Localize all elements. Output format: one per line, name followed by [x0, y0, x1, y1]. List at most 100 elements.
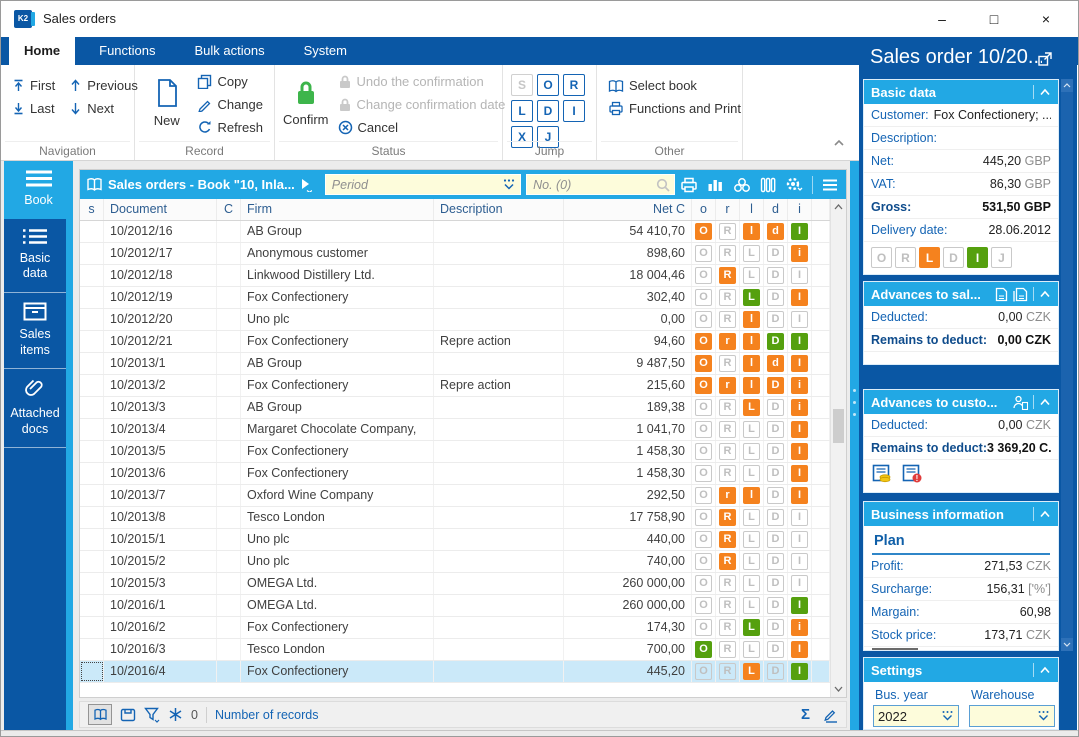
section-header-basic-data[interactable]: Basic data [864, 80, 1058, 104]
column-header-d[interactable]: d [764, 199, 788, 220]
documents-icon[interactable] [1013, 287, 1028, 302]
table-row[interactable]: 10/2012/21 Fox Confectionery Repre action 9… [80, 331, 846, 353]
section-header-business-information[interactable]: Business information [864, 502, 1058, 526]
next-button[interactable]: Next [66, 97, 141, 120]
table-row[interactable]: 10/2012/19 Fox Confectionery 302,40 O R L D I [80, 287, 846, 309]
status-badge-l[interactable]: L [919, 247, 940, 268]
panel-splitter[interactable] [850, 161, 859, 732]
column-header-document[interactable]: Document [104, 199, 217, 220]
column-header-description[interactable]: Description [434, 199, 564, 220]
table-row[interactable]: 10/2016/1 OMEGA Ltd. 260 000,00 O R L D I [80, 595, 846, 617]
columns-icon[interactable] [760, 177, 776, 193]
scroll-up-icon[interactable] [1061, 79, 1073, 92]
first-button[interactable]: First [9, 74, 58, 97]
column-header-firm[interactable]: Firm [241, 199, 434, 220]
collapse-icon[interactable] [1039, 398, 1051, 406]
settings-gear-icon[interactable] [785, 177, 803, 193]
change-confirmation-date-button[interactable]: Change confirmation date [335, 93, 509, 116]
confirm-button[interactable]: Confirm [283, 70, 329, 136]
print-icon[interactable] [680, 177, 698, 193]
change-button[interactable]: Change [194, 93, 266, 116]
jump-l-button[interactable]: L [511, 100, 533, 122]
collapse-icon[interactable] [1039, 290, 1051, 298]
table-row[interactable]: 10/2012/18 Linkwood Distillery Ltd. 18 004… [80, 265, 846, 287]
advance-money-icon[interactable] [872, 464, 894, 484]
warehouse-select[interactable] [969, 705, 1055, 727]
ribbon-collapse-button[interactable] [833, 134, 845, 152]
table-row[interactable]: 10/2013/4 Margaret Chocolate Company, 1 04… [80, 419, 846, 441]
jump-r-button[interactable]: R [563, 74, 585, 96]
status-badge-r[interactable]: R [895, 247, 916, 268]
jump-i-button[interactable]: I [563, 100, 585, 122]
jump-o-button[interactable]: O [537, 74, 559, 96]
status-badge-o[interactable]: O [871, 247, 892, 268]
freeze-icon[interactable] [168, 707, 183, 722]
sidebar-item-book[interactable]: Book [4, 161, 73, 219]
column-header-l[interactable]: l [740, 199, 764, 220]
period-input[interactable] [325, 175, 521, 194]
maximize-button[interactable]: □ [989, 11, 999, 27]
edit-icon[interactable] [822, 707, 838, 723]
tab-system[interactable]: System [303, 43, 347, 58]
sidebar-item-basic-data[interactable]: Basic data [4, 219, 66, 293]
jump-j-button[interactable]: J [537, 126, 559, 148]
close-button[interactable]: × [1041, 11, 1051, 27]
table-row[interactable]: 10/2016/4 Fox Confectionery 445,20 O R L D I [80, 661, 846, 683]
functions-and-print-button[interactable]: Functions and Print [605, 97, 741, 120]
table-row[interactable]: 10/2015/2 Uno plc 740,00 O R L D I [80, 551, 846, 573]
table-row[interactable]: 10/2013/8 Tesco London 17 758,90 O R L D I [80, 507, 846, 529]
scroll-down-icon[interactable] [1061, 638, 1073, 651]
bus-year-select[interactable]: 2022 [873, 705, 959, 727]
jump-d-button[interactable]: D [537, 100, 559, 122]
scroll-up-icon[interactable] [831, 199, 846, 215]
menu-icon[interactable] [822, 179, 838, 191]
number-search-input[interactable] [527, 175, 674, 194]
vertical-scrollbar[interactable] [830, 199, 846, 697]
card-view-icon[interactable] [120, 708, 136, 722]
person-document-icon[interactable] [1013, 395, 1028, 410]
play-icon[interactable] [300, 178, 312, 192]
book-view-toggle[interactable] [88, 704, 112, 725]
table-row[interactable]: 10/2013/6 Fox Confectionery 1 458,30 O R L D I [80, 463, 846, 485]
section-header-advances-customer[interactable]: Advances to custo... [864, 390, 1058, 414]
document-icon[interactable] [995, 287, 1008, 302]
copy-button[interactable]: Copy [194, 70, 266, 93]
combo-dropdown-icon[interactable] [502, 178, 516, 191]
table-row[interactable]: 10/2015/1 Uno plc 440,00 O R L D I [80, 529, 846, 551]
jump-x-button[interactable]: X [511, 126, 533, 148]
section-header-advances-sales[interactable]: Advances to sal... [864, 282, 1058, 306]
previous-button[interactable]: Previous [66, 74, 141, 97]
section-header-settings[interactable]: Settings [864, 658, 1058, 682]
table-row[interactable]: 10/2016/3 Tesco London 700,00 O R L D I [80, 639, 846, 661]
tab-bulk-actions[interactable]: Bulk actions [194, 43, 265, 58]
column-header-s[interactable]: s [80, 199, 104, 220]
column-header-i[interactable]: i [788, 199, 812, 220]
undo-confirmation-button[interactable]: Undo the confirmation [335, 70, 509, 93]
column-header-r[interactable]: r [716, 199, 740, 220]
status-badge-i[interactable]: I [967, 247, 988, 268]
minimize-button[interactable]: – [938, 11, 946, 27]
refresh-button[interactable]: Refresh [194, 116, 266, 139]
sidebar-item-attached-docs[interactable]: Attached docs [4, 369, 66, 449]
sum-icon[interactable]: Σ [800, 706, 810, 723]
records-label[interactable]: Number of records [214, 707, 319, 722]
column-header-net-c[interactable]: Net C [564, 199, 692, 220]
filter-icon[interactable] [144, 707, 160, 723]
collapse-icon[interactable] [1039, 88, 1051, 96]
collapse-icon[interactable] [1039, 510, 1051, 518]
scroll-down-icon[interactable] [831, 681, 846, 697]
relations-icon[interactable] [733, 177, 751, 193]
cancel-button[interactable]: Cancel [335, 116, 509, 139]
table-row[interactable]: 10/2013/2 Fox Confectionery Repre action 21… [80, 375, 846, 397]
scrollbar-thumb[interactable] [833, 409, 844, 443]
status-badge-d[interactable]: D [943, 247, 964, 268]
status-badge-j[interactable]: J [991, 247, 1012, 268]
chart-icon[interactable] [707, 177, 724, 193]
collapse-icon[interactable] [1039, 666, 1051, 674]
